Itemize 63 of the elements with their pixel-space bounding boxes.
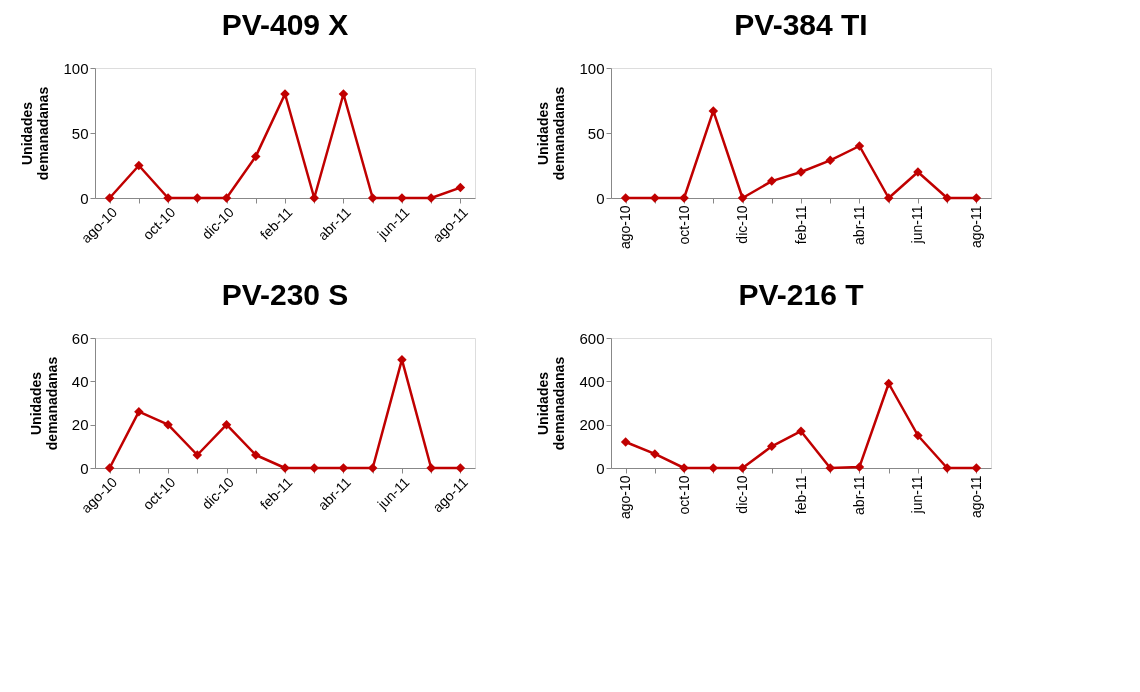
y-tick-label: 100 [63,59,89,77]
chart-title: PV-384 TI [734,8,868,41]
x-tick-label: oct-10 [675,205,692,245]
point [737,193,748,203]
y-tick-label: 50 [587,124,605,142]
point [883,378,894,389]
y-tick-label: 0 [80,459,89,477]
chart-title: PV-409 X [221,8,349,41]
y-tick-label: 0 [596,459,605,477]
point [338,89,349,99]
point [134,160,144,171]
y-axis-title: Unidades demanadanas [27,356,60,451]
chart-title: PV-230 S [221,278,349,311]
x-tick-label: ago-11 [967,475,984,519]
x-tick-label: feb-11 [792,475,809,515]
point [620,437,631,447]
y-tick-label: 400 [579,372,605,390]
x-tick-label: dic-10 [734,475,751,514]
point [163,419,173,430]
x-tick-label: oct-10 [675,475,692,515]
point [767,176,777,186]
y-tick-label: 200 [579,416,605,434]
point [192,450,203,460]
y-tick-label: 40 [71,372,89,390]
point [104,193,115,203]
x-tick-label: jun-11 [909,475,926,515]
point [367,193,378,203]
point [767,441,777,452]
y-axis-title: Unidades demanadanas [535,86,568,181]
point [455,463,466,473]
y-tick-label: 0 [596,189,605,207]
y-tick-label: 50 [71,124,89,142]
point [134,406,144,417]
x-tick-label: ago-11 [967,205,984,249]
chart-title: PV-216 T [738,278,864,311]
point [825,155,835,166]
point [708,106,719,116]
x-tick-label: feb-11 [792,205,809,245]
point [251,151,261,162]
point [854,462,865,472]
x-tick-label: ago-10 [617,205,634,250]
y-axis-title: Unidades demanadanas [19,86,52,181]
point [854,141,865,151]
x-tick-label: abr-11 [850,475,867,515]
x-tick-label: abr-11 [850,205,867,245]
point [971,193,982,203]
y-tick-label: 60 [71,329,89,347]
point [620,193,631,203]
y-tick-label: 100 [579,59,605,77]
x-tick-label: ago-10 [617,475,634,520]
point [455,182,466,193]
point [913,430,923,441]
point [883,193,894,203]
point [650,449,660,459]
y-tick-label: 600 [579,329,605,347]
y-tick-label: 0 [80,189,89,207]
y-tick-label: 20 [71,416,89,434]
point [971,463,982,473]
x-tick-label: jun-11 [909,205,926,245]
y-axis-title: Unidades demanadanas [535,356,568,451]
x-tick-label: dic-10 [734,205,751,244]
point [104,463,115,473]
point [221,419,232,430]
